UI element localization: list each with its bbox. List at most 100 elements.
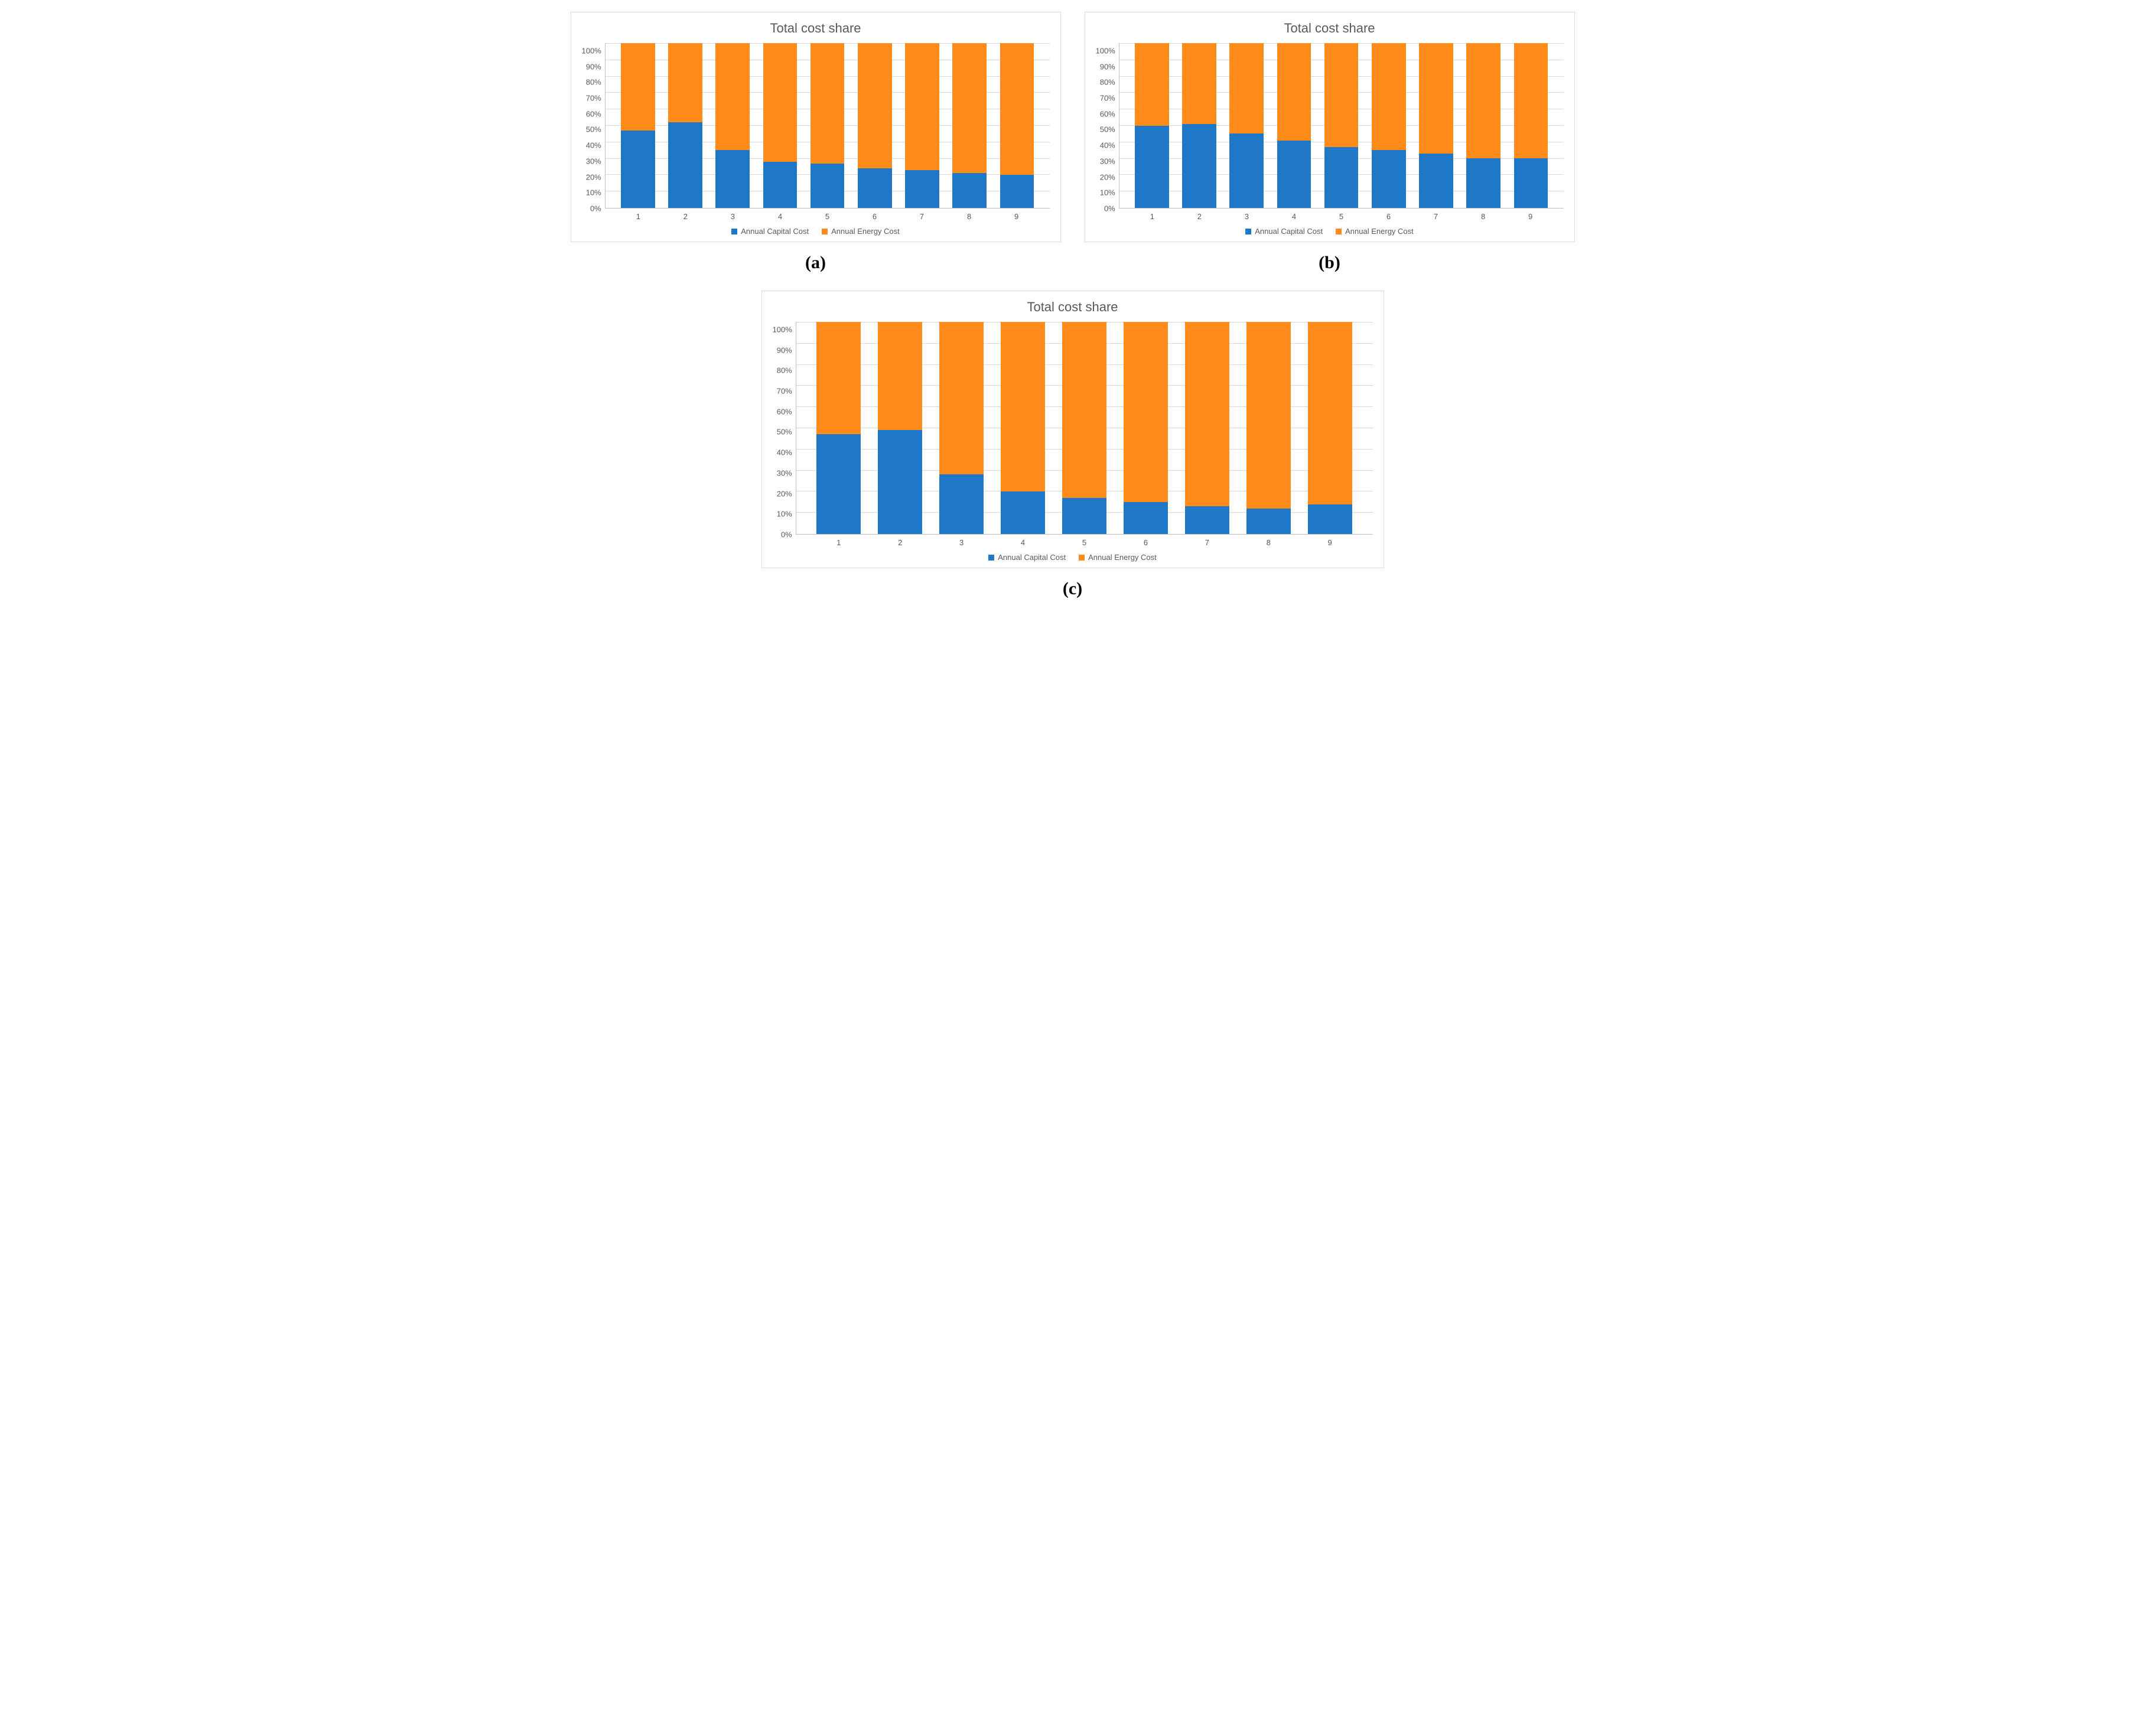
y-tick-label: 20% (777, 490, 792, 497)
x-tick-label: 2 (878, 538, 922, 547)
y-tick-label: 80% (586, 79, 601, 86)
chart-box: Total cost share0%10%20%30%40%50%60%70%8… (1085, 12, 1575, 242)
bar-segment-capital (1001, 491, 1045, 534)
x-axis: 123456789 (796, 535, 1373, 547)
bar-column (1466, 43, 1500, 208)
y-tick-label: 20% (586, 173, 601, 181)
chart-box: Total cost share0%10%20%30%40%50%60%70%8… (571, 12, 1061, 242)
bar-column (1135, 43, 1169, 208)
y-tick-label: 0% (781, 530, 792, 538)
bar-segment-energy (858, 43, 892, 168)
bar-column (1229, 43, 1264, 208)
x-tick-label: 8 (952, 212, 987, 221)
y-tick-label: 100% (1096, 47, 1115, 55)
y-tick-label: 0% (590, 204, 601, 212)
plot-area (1119, 43, 1564, 209)
bar-column (1277, 43, 1311, 208)
x-tick-label: 5 (811, 212, 845, 221)
y-tick-label: 10% (777, 510, 792, 518)
y-tick-label: 30% (777, 469, 792, 477)
x-tick-label: 5 (1324, 212, 1359, 221)
y-tick-label: 10% (586, 189, 601, 197)
legend-label: Annual Capital Cost (741, 227, 809, 236)
y-tick-label: 80% (777, 367, 792, 374)
y-tick-label: 90% (586, 63, 601, 70)
legend-item-energy: Annual Energy Cost (1336, 227, 1414, 236)
x-tick-label: 4 (1277, 212, 1311, 221)
legend-item-energy: Annual Energy Cost (1079, 553, 1157, 562)
bar-segment-capital (1277, 141, 1311, 208)
x-tick-label: 6 (1124, 538, 1168, 547)
bar-segment-capital (1062, 498, 1106, 534)
x-tick-label: 6 (858, 212, 892, 221)
x-tick-label: 8 (1246, 538, 1291, 547)
bar-column (905, 43, 939, 208)
bar-segment-capital (621, 131, 655, 208)
bar-segment-capital (1419, 154, 1453, 208)
bar-segment-capital (811, 164, 845, 208)
bar-column (1514, 43, 1548, 208)
y-tick-label: 50% (1100, 126, 1115, 133)
x-tick-label: 1 (816, 538, 861, 547)
bar-segment-energy (1324, 43, 1359, 147)
legend-label: Annual Capital Cost (998, 553, 1066, 562)
subpanel-label: (c) (1063, 579, 1082, 599)
x-tick-label: 1 (1135, 212, 1170, 221)
y-axis: 0%10%20%30%40%50%60%70%80%90%100% (773, 322, 796, 535)
bar-segment-capital (1246, 509, 1291, 534)
y-tick-label: 60% (1100, 110, 1115, 118)
bar-segment-energy (878, 322, 922, 430)
bar-segment-energy (1246, 322, 1291, 509)
x-tick-label: 3 (1230, 212, 1264, 221)
bar-column (1062, 322, 1106, 534)
legend-label: Annual Energy Cost (831, 227, 900, 236)
y-tick-label: 50% (777, 428, 792, 436)
x-tick-label: 9 (1308, 538, 1352, 547)
legend-item-energy: Annual Energy Cost (822, 227, 900, 236)
bar-segment-energy (1135, 43, 1169, 126)
y-tick-label: 90% (777, 346, 792, 354)
y-tick-label: 70% (1100, 95, 1115, 102)
bar-segment-capital (939, 474, 984, 534)
bar-segment-energy (1372, 43, 1406, 150)
bar-column (1419, 43, 1453, 208)
legend-swatch (1079, 555, 1085, 561)
bar-segment-energy (621, 43, 655, 131)
plot-wrap: 0%10%20%30%40%50%60%70%80%90%100% (773, 322, 1373, 535)
legend-swatch (988, 555, 994, 561)
bar-segment-capital (1229, 133, 1264, 208)
bar-segment-capital (1308, 504, 1352, 534)
legend: Annual Capital Cost Annual Energy Cost (582, 227, 1050, 236)
bar-column (939, 322, 984, 534)
x-tick-label: 3 (716, 212, 750, 221)
bar-segment-energy (1124, 322, 1168, 502)
x-tick-label: 4 (1001, 538, 1045, 547)
legend: Annual Capital Cost Annual Energy Cost (773, 553, 1373, 562)
chart-title: Total cost share (773, 299, 1373, 315)
x-tick-label: 7 (905, 212, 939, 221)
y-tick-label: 30% (586, 157, 601, 165)
y-tick-label: 90% (1100, 63, 1115, 70)
x-axis: 123456789 (606, 209, 1050, 221)
x-tick-label: 9 (1513, 212, 1548, 221)
chart-title: Total cost share (1096, 21, 1564, 36)
bar-column (1324, 43, 1359, 208)
bar-segment-energy (905, 43, 939, 170)
y-tick-label: 100% (582, 47, 601, 55)
bar-segment-energy (1229, 43, 1264, 133)
x-tick-label: 9 (1000, 212, 1034, 221)
y-tick-label: 30% (1100, 157, 1115, 165)
y-axis: 0%10%20%30%40%50%60%70%80%90%100% (1096, 43, 1119, 209)
bar-segment-capital (1182, 124, 1216, 208)
bar-segment-capital (1124, 502, 1168, 534)
subpanel-label: (b) (1319, 253, 1340, 273)
chart-panel-a: Total cost share0%10%20%30%40%50%60%70%8… (571, 12, 1061, 273)
bar-column (878, 322, 922, 534)
plot-wrap: 0%10%20%30%40%50%60%70%80%90%100% (582, 43, 1050, 209)
chart-box: Total cost share0%10%20%30%40%50%60%70%8… (761, 291, 1384, 568)
bar-segment-energy (668, 43, 702, 122)
bar-segment-energy (952, 43, 987, 173)
chart-panel-c: Total cost share0%10%20%30%40%50%60%70%8… (571, 291, 1575, 599)
bar-column (1372, 43, 1406, 208)
legend-swatch (1245, 229, 1251, 234)
